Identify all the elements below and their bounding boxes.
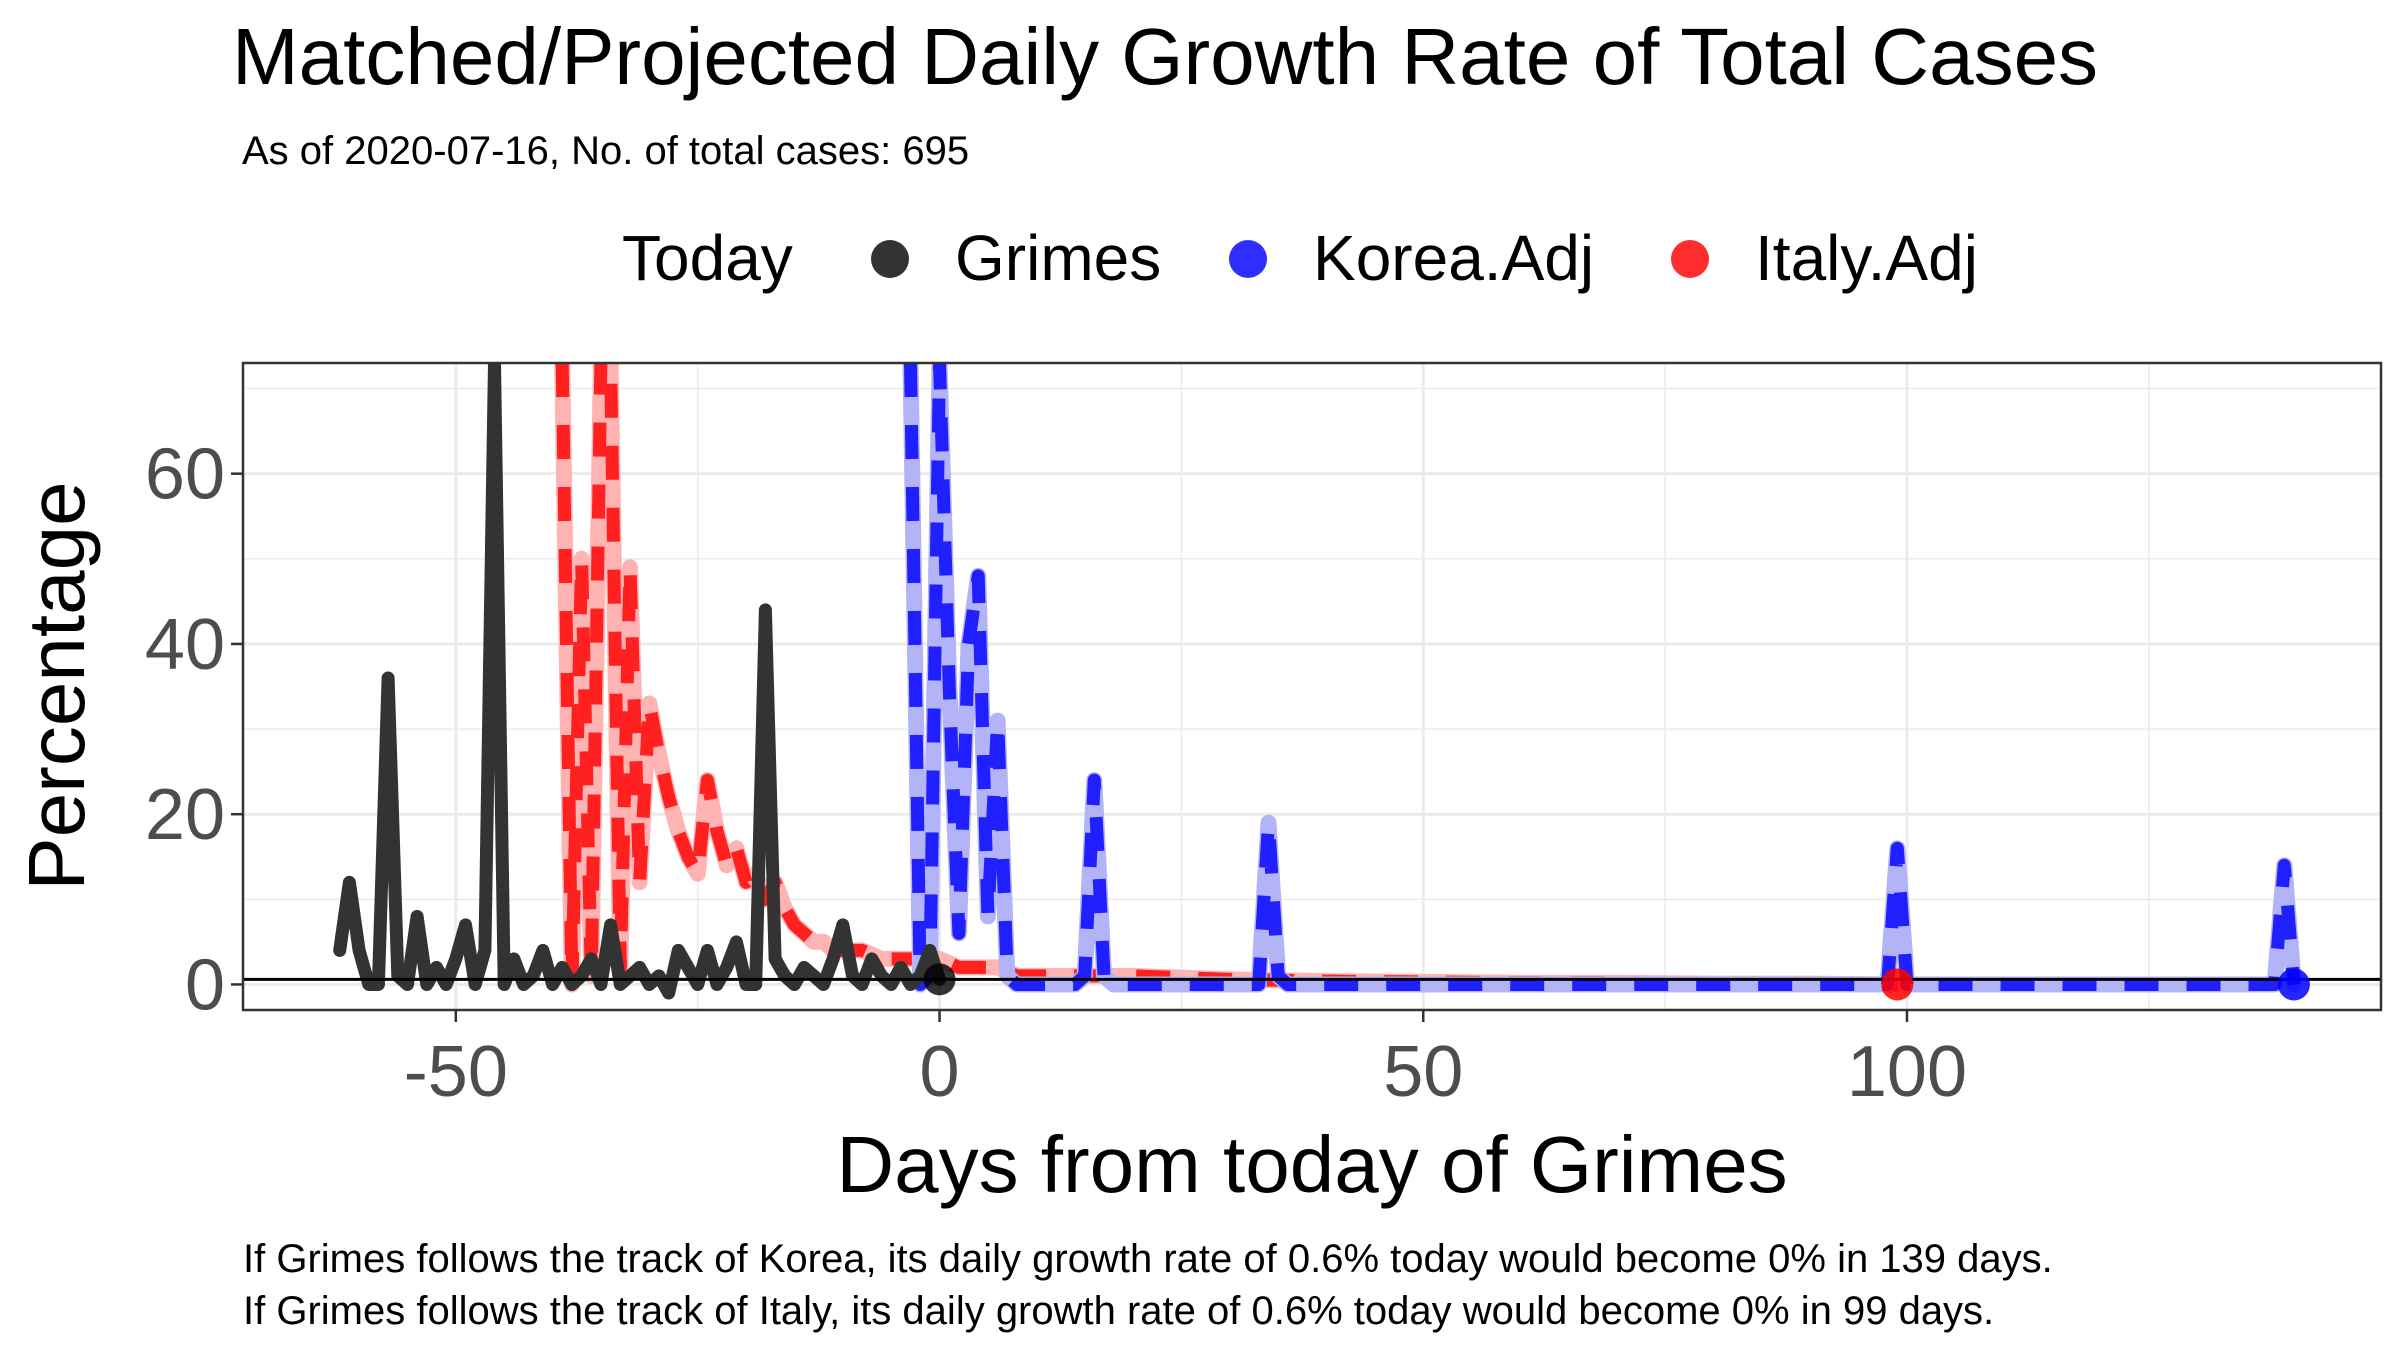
plot-panel: [241, 361, 2383, 1012]
today-point-italy-adj: [1881, 968, 1914, 1001]
legend-label-italy-adj: Italy.Adj: [1755, 222, 1978, 294]
legend-key-grimes: [871, 240, 909, 278]
today-points: [923, 963, 2310, 1001]
x-tick-label: 0: [920, 1032, 960, 1112]
y-tick-label: 60: [145, 435, 225, 515]
legend-label-grimes: Grimes: [955, 222, 1161, 294]
legend-title: Today: [622, 222, 793, 294]
x-tick-label: 50: [1383, 1032, 1463, 1112]
series-line-grimes: [333, 363, 946, 1000]
y-axis: 0 20 40 60: [145, 435, 243, 1025]
legend-key-korea-adj: [1229, 240, 1267, 278]
y-tick-label: 40: [145, 605, 225, 685]
x-axis-label: Days from today of Grimes: [836, 1120, 1787, 1209]
y-tick-label: 0: [185, 945, 225, 1025]
caption-italy: If Grimes follows the track of Italy, it…: [243, 1289, 1994, 1333]
chart-subtitle: As of 2020-07-16, No. of total cases: 69…: [242, 129, 969, 173]
y-tick-label: 20: [145, 775, 225, 855]
today-point-grimes: [923, 963, 956, 996]
caption-korea: If Grimes follows the track of Korea, it…: [243, 1237, 2053, 1281]
y-axis-label: Percentage: [12, 481, 101, 890]
x-axis: -50 0 50 100: [404, 1010, 1967, 1112]
x-tick-label: -50: [404, 1032, 508, 1112]
legend-label-korea-adj: Korea.Adj: [1313, 222, 1594, 294]
series-line-korea-adj-projected: [904, 363, 2301, 991]
chart-title: Matched/Projected Daily Growth Rate of T…: [232, 12, 2098, 101]
today-point-korea-adj: [2277, 968, 2310, 1001]
legend: Today Grimes Korea.Adj Italy.Adj: [622, 222, 1978, 294]
panel-border: [241, 361, 2383, 1012]
legend-key-italy-adj: [1671, 240, 1709, 278]
x-tick-label: 100: [1847, 1032, 1967, 1112]
